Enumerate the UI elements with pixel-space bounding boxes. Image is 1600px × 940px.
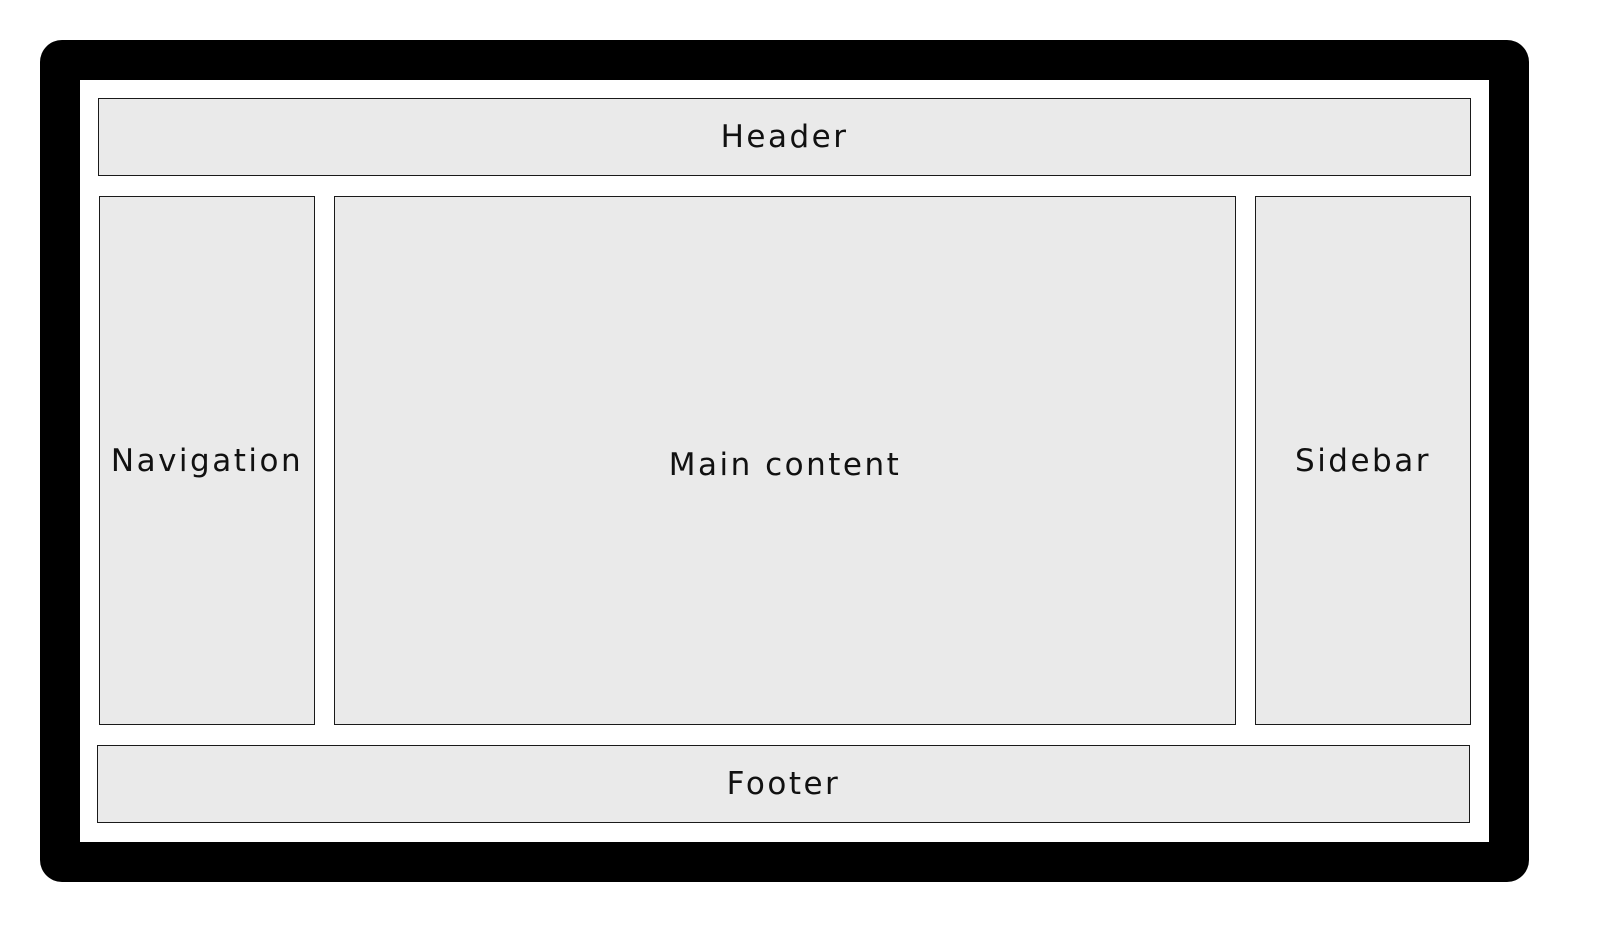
footer-label: Footer (726, 766, 841, 802)
navigation-label: Navigation (110, 442, 304, 479)
header-label: Header (720, 119, 849, 155)
main-content-region: Main content (334, 196, 1236, 725)
sidebar-label: Sidebar (1295, 442, 1431, 479)
sidebar-region: Sidebar (1255, 196, 1471, 725)
navigation-region: Navigation (99, 196, 315, 725)
main-content-label: Main content (668, 447, 902, 483)
header-region: Header (98, 98, 1471, 176)
footer-region: Footer (97, 745, 1470, 823)
